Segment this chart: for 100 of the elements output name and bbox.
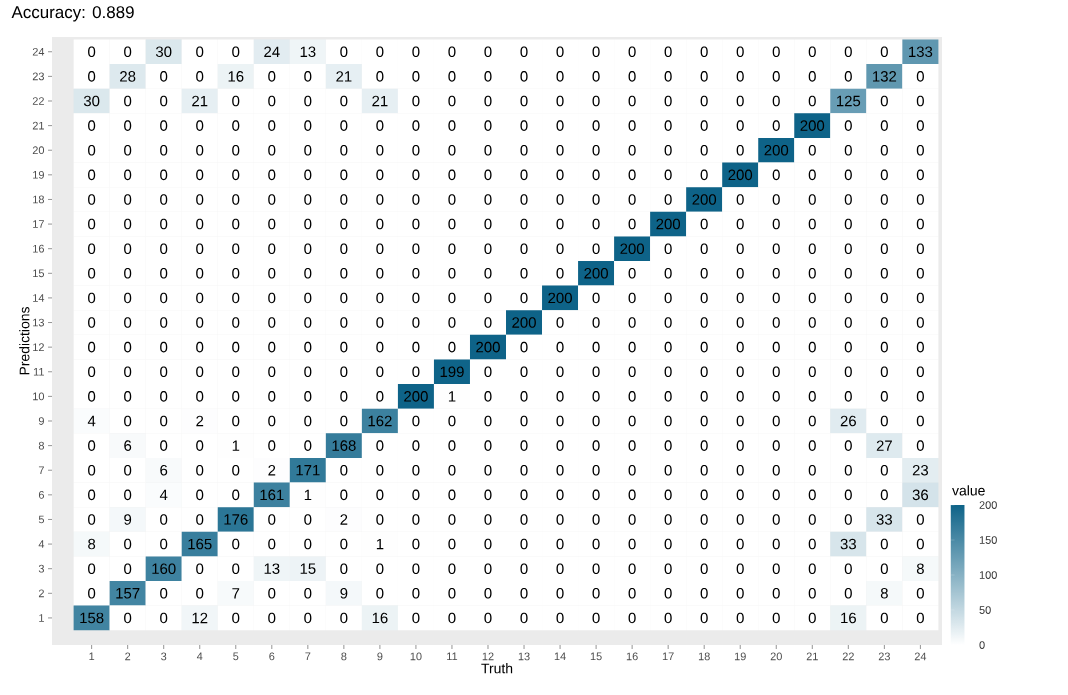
data-label: 0 (556, 95, 564, 107)
data-label: 0 (736, 317, 744, 328)
y-tick-label: 4 (38, 540, 45, 548)
data-label: 0 (160, 268, 168, 279)
data-label: 0 (160, 218, 168, 230)
data-label: 0 (268, 120, 276, 131)
data-label: 0 (808, 538, 816, 550)
data-label: 0 (664, 194, 672, 205)
data-label: 0 (412, 218, 420, 230)
data-label: 0 (376, 366, 384, 378)
data-label: 0 (412, 440, 420, 451)
data-label: 0 (556, 538, 564, 550)
data-label: 0 (412, 538, 420, 550)
data-label: 133 (909, 46, 933, 58)
data-label: 0 (160, 292, 168, 304)
y-axis-title: Predictions (19, 307, 30, 375)
data-label: 0 (664, 366, 672, 378)
data-label: 0 (160, 588, 168, 599)
data-label: 0 (484, 71, 492, 82)
y-tick-label: 5 (38, 515, 45, 524)
data-label: 0 (88, 268, 96, 279)
data-label: 0 (304, 415, 312, 427)
data-label: 0 (376, 268, 384, 279)
data-label: 0 (556, 440, 564, 451)
data-label: 0 (88, 341, 96, 353)
y-tick-label: 3 (38, 564, 44, 573)
data-label: 0 (628, 612, 636, 624)
data-label: 0 (628, 268, 636, 279)
data-label: 0 (592, 46, 600, 58)
data-label: 0 (664, 464, 672, 476)
data-label: 0 (340, 415, 348, 427)
x-tick-label: 13 (518, 652, 530, 661)
data-label: 0 (808, 268, 816, 279)
data-label: 0 (916, 268, 924, 279)
data-label: 0 (520, 489, 528, 501)
data-label: 0 (700, 268, 708, 279)
data-label: 0 (556, 317, 564, 328)
data-label: 0 (232, 120, 240, 131)
data-label: 0 (556, 341, 564, 353)
data-label: 0 (232, 538, 240, 550)
data-label: 0 (520, 169, 528, 181)
color-bar-label: 0 (979, 641, 985, 649)
data-label: 0 (304, 292, 312, 304)
data-label: 0 (880, 218, 888, 230)
data-label: 0 (736, 563, 744, 574)
data-label: 0 (808, 563, 816, 574)
data-label: 0 (232, 489, 240, 501)
data-label: 0 (916, 612, 924, 624)
data-label: 0 (700, 95, 708, 107)
data-label: 0 (448, 46, 456, 58)
data-label: 0 (376, 218, 384, 230)
y-tick-label: 22 (32, 97, 44, 105)
data-label: 0 (592, 514, 600, 525)
data-label: 0 (916, 317, 924, 328)
data-label: 0 (664, 440, 672, 451)
color-bar-label: 150 (979, 536, 997, 544)
data-label: 6 (160, 464, 168, 476)
data-label: 0 (628, 46, 636, 58)
data-label: 0 (556, 120, 564, 131)
data-label: 0 (592, 440, 600, 451)
data-label: 0 (304, 218, 312, 230)
data-label: 0 (196, 391, 204, 402)
data-label: 0 (844, 144, 852, 156)
data-label: 0 (268, 243, 276, 254)
data-label: 0 (592, 218, 600, 230)
data-label: 0 (880, 120, 888, 131)
data-label: 0 (844, 489, 852, 501)
data-label: 0 (736, 514, 744, 525)
data-label: 0 (376, 120, 384, 131)
data-label: 0 (664, 317, 672, 328)
color-bar-label: 100 (979, 571, 997, 579)
data-label: 16 (228, 71, 244, 82)
data-label: 8 (880, 588, 888, 599)
data-label: 30 (155, 46, 172, 58)
data-label: 0 (412, 46, 420, 58)
data-label: 0 (196, 71, 204, 82)
data-label: 0 (772, 341, 780, 353)
data-label: 0 (700, 588, 708, 599)
y-tick-label: 2 (38, 589, 44, 598)
data-label: 0 (772, 218, 780, 230)
data-label: 0 (664, 292, 672, 304)
data-label: 171 (296, 465, 320, 476)
data-label: 0 (124, 194, 132, 205)
data-label: 0 (592, 366, 600, 378)
data-label: 0 (808, 440, 816, 451)
data-label: 0 (916, 292, 924, 304)
data-label: 0 (412, 317, 420, 328)
data-label: 33 (876, 514, 893, 525)
data-label: 0 (304, 95, 312, 107)
data-label: 0 (844, 169, 852, 181)
data-label: 0 (520, 366, 528, 378)
data-label: 0 (592, 391, 600, 402)
data-label: 0 (196, 268, 204, 279)
data-label: 0 (340, 144, 348, 156)
data-label: 13 (300, 46, 316, 58)
data-label: 0 (772, 489, 780, 501)
data-label: 0 (736, 415, 744, 427)
data-label: 200 (476, 341, 500, 353)
data-label: 0 (628, 366, 636, 378)
data-label: 0 (880, 95, 888, 107)
